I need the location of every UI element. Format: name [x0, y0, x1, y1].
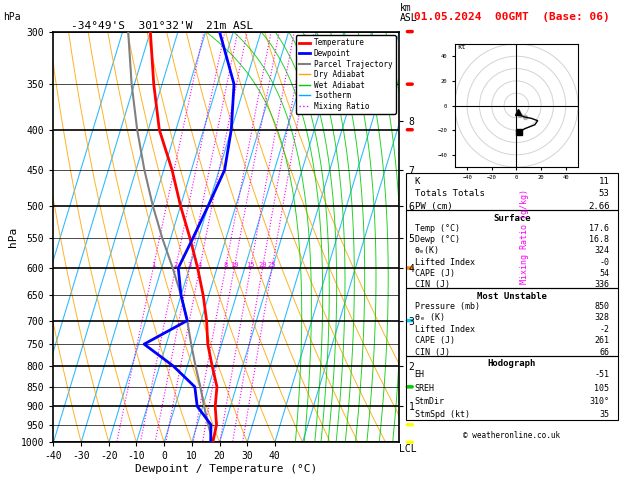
Y-axis label: hPa: hPa — [8, 227, 18, 247]
Bar — [406, 356, 618, 420]
Text: 17.6: 17.6 — [589, 224, 610, 233]
Text: 2.66: 2.66 — [588, 202, 610, 210]
Text: 25: 25 — [268, 262, 276, 268]
Text: 66: 66 — [599, 348, 610, 357]
Bar — [406, 288, 618, 356]
Text: Pressure (mb): Pressure (mb) — [415, 302, 479, 311]
Text: 54: 54 — [599, 269, 610, 278]
Text: 53: 53 — [599, 189, 610, 198]
Text: Mixing Ratio (g/kg): Mixing Ratio (g/kg) — [521, 190, 530, 284]
Text: 01.05.2024  00GMT  (Base: 06): 01.05.2024 00GMT (Base: 06) — [414, 12, 610, 22]
Text: CAPE (J): CAPE (J) — [415, 336, 455, 346]
Text: -51: -51 — [594, 370, 610, 379]
Text: -34°49'S  301°32'W  21m ASL: -34°49'S 301°32'W 21m ASL — [71, 21, 253, 31]
Text: CIN (J): CIN (J) — [415, 280, 450, 289]
Text: Lifted Index: Lifted Index — [415, 258, 475, 267]
Text: CAPE (J): CAPE (J) — [415, 269, 455, 278]
Text: 261: 261 — [594, 336, 610, 346]
Text: Hodograph: Hodograph — [488, 359, 536, 368]
Text: 20: 20 — [259, 262, 267, 268]
Text: 328: 328 — [594, 313, 610, 323]
Bar — [406, 174, 618, 210]
Text: EH: EH — [415, 370, 425, 379]
Text: 35: 35 — [599, 410, 610, 419]
Text: θₑ (K): θₑ (K) — [415, 313, 445, 323]
Text: Surface: Surface — [493, 213, 531, 223]
Text: -2: -2 — [599, 325, 610, 334]
Text: SREH: SREH — [415, 383, 435, 393]
Text: 2: 2 — [174, 262, 178, 268]
Text: 3: 3 — [187, 262, 192, 268]
Text: LCL: LCL — [399, 444, 417, 454]
X-axis label: Dewpoint / Temperature (°C): Dewpoint / Temperature (°C) — [135, 464, 318, 474]
Text: Totals Totals: Totals Totals — [415, 189, 484, 198]
Text: 11: 11 — [599, 177, 610, 186]
Text: 310°: 310° — [589, 397, 610, 406]
Text: 336: 336 — [594, 280, 610, 289]
Legend: Temperature, Dewpoint, Parcel Trajectory, Dry Adiabat, Wet Adiabat, Isotherm, Mi: Temperature, Dewpoint, Parcel Trajectory… — [296, 35, 396, 114]
Text: km
ASL: km ASL — [399, 3, 417, 23]
Text: 15: 15 — [247, 262, 255, 268]
Text: PW (cm): PW (cm) — [415, 202, 452, 210]
Bar — [406, 210, 618, 288]
Text: Dewp (°C): Dewp (°C) — [415, 235, 460, 244]
Text: Lifted Index: Lifted Index — [415, 325, 475, 334]
Text: 105: 105 — [594, 383, 610, 393]
Text: K: K — [415, 177, 420, 186]
Text: 1: 1 — [151, 262, 155, 268]
Text: 16.8: 16.8 — [589, 235, 610, 244]
Text: 8: 8 — [223, 262, 228, 268]
Text: Most Unstable: Most Unstable — [477, 292, 547, 300]
Text: -0: -0 — [599, 258, 610, 267]
Text: 324: 324 — [594, 246, 610, 256]
Text: 4: 4 — [198, 262, 202, 268]
Text: 10: 10 — [230, 262, 238, 268]
Text: © weatheronline.co.uk: © weatheronline.co.uk — [464, 431, 560, 440]
Text: StmDir: StmDir — [415, 397, 445, 406]
Text: StmSpd (kt): StmSpd (kt) — [415, 410, 470, 419]
Text: CIN (J): CIN (J) — [415, 348, 450, 357]
Text: hPa: hPa — [3, 12, 21, 22]
Text: Temp (°C): Temp (°C) — [415, 224, 460, 233]
Text: 850: 850 — [594, 302, 610, 311]
Text: θₑ(K): θₑ(K) — [415, 246, 440, 256]
